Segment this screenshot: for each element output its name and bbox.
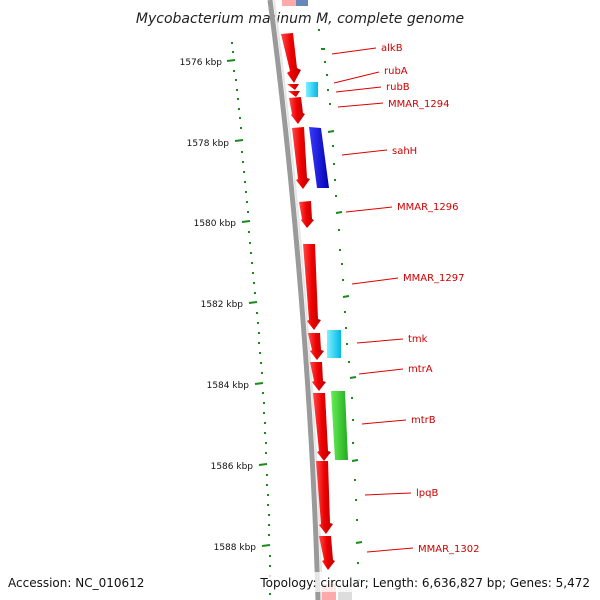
scale-tick: 1586 kbp [211, 462, 268, 472]
gene-label-alkb[interactable]: alkB [331, 43, 403, 55]
tick-label: 1586 kbp [211, 462, 254, 472]
accession-text: Accession: NC_010612 [8, 576, 144, 590]
gene-arrow [287, 84, 299, 90]
gene-name: rubB [386, 82, 410, 93]
green-feature [331, 391, 348, 460]
gene-label-lpqb[interactable]: lpqB [364, 488, 438, 499]
rna-feature [327, 330, 341, 358]
gene-label-sahh[interactable]: sahH [341, 146, 417, 157]
gene-label-tmk[interactable]: tmk [356, 334, 428, 345]
genome-summary-text: Topology: circular; Length: 6,636,827 bp… [259, 576, 590, 590]
gene-name: alkB [381, 43, 403, 54]
forward-genes [281, 33, 335, 570]
gene-labels: alkB rubA rubB MMAR_1294 sahH MMAR_1296 … [331, 43, 480, 555]
gene-label-mmar-1302[interactable]: MMAR_1302 [366, 544, 480, 555]
genome-backbone-highlight [273, 0, 323, 600]
gene-arrow [308, 333, 324, 360]
scale-ticks: 1576 kbp 1578 kbp 1580 kbp 1582 kbp 1584… [180, 58, 271, 553]
gene-name: MMAR_1302 [418, 544, 480, 555]
tick-label: 1576 kbp [180, 58, 223, 68]
gene-arrow [288, 91, 300, 97]
gene-label-mmar-1296[interactable]: MMAR_1296 [345, 202, 459, 213]
gene-name: mtrA [408, 364, 433, 375]
gene-arrow [310, 362, 326, 391]
footer-background [258, 572, 594, 592]
blue-feature [309, 127, 329, 188]
scale-tick: 1582 kbp [201, 300, 258, 310]
scale-tick: 1576 kbp [180, 58, 236, 68]
gene-name: mtrB [411, 415, 436, 426]
gene-arrow [289, 97, 305, 124]
tick-label: 1578 kbp [187, 139, 230, 149]
gene-arrow [292, 127, 310, 189]
outer-tick-ring [318, 29, 363, 581]
gene-label-mmar-1297[interactable]: MMAR_1297 [351, 273, 465, 285]
partial-feature-top [282, 0, 296, 6]
genome-backbone [267, 0, 321, 600]
gene-name: lpqB [416, 488, 438, 499]
scale-tick: 1584 kbp [207, 381, 264, 391]
gene-name: MMAR_1297 [403, 273, 465, 284]
gene-label-mtra[interactable]: mtrA [358, 364, 433, 375]
scale-tick: 1580 kbp [194, 219, 251, 229]
rna-feature [306, 82, 318, 97]
gene-arrow [299, 201, 314, 228]
gene-label-ruba[interactable]: rubA [333, 66, 408, 84]
gene-name: MMAR_1294 [388, 99, 450, 110]
tick-label: 1580 kbp [194, 219, 237, 229]
genome-title: Mycobacterium marinum M, complete genome [136, 11, 464, 27]
gene-arrow [303, 244, 321, 330]
gene-label-mmar-1294[interactable]: MMAR_1294 [337, 99, 450, 110]
gene-name: tmk [408, 334, 428, 345]
tick-label: 1584 kbp [207, 381, 250, 391]
gene-arrow [281, 33, 301, 83]
gene-label-mtrb[interactable]: mtrB [361, 415, 436, 426]
tick-label: 1588 kbp [214, 543, 257, 553]
partial-feature-top-blue [296, 0, 308, 6]
gene-name: MMAR_1296 [397, 202, 459, 213]
tick-label: 1582 kbp [201, 300, 244, 310]
gene-arrow [316, 461, 333, 534]
gene-name: rubA [384, 66, 408, 77]
gene-arrow [319, 536, 335, 570]
gene-label-rubb[interactable]: rubB [335, 82, 410, 93]
inner-tick-ring [231, 42, 271, 595]
gene-name: sahH [392, 146, 417, 157]
scale-tick: 1578 kbp [187, 139, 244, 149]
gene-arrow [313, 393, 331, 461]
scale-tick: 1588 kbp [214, 543, 271, 553]
